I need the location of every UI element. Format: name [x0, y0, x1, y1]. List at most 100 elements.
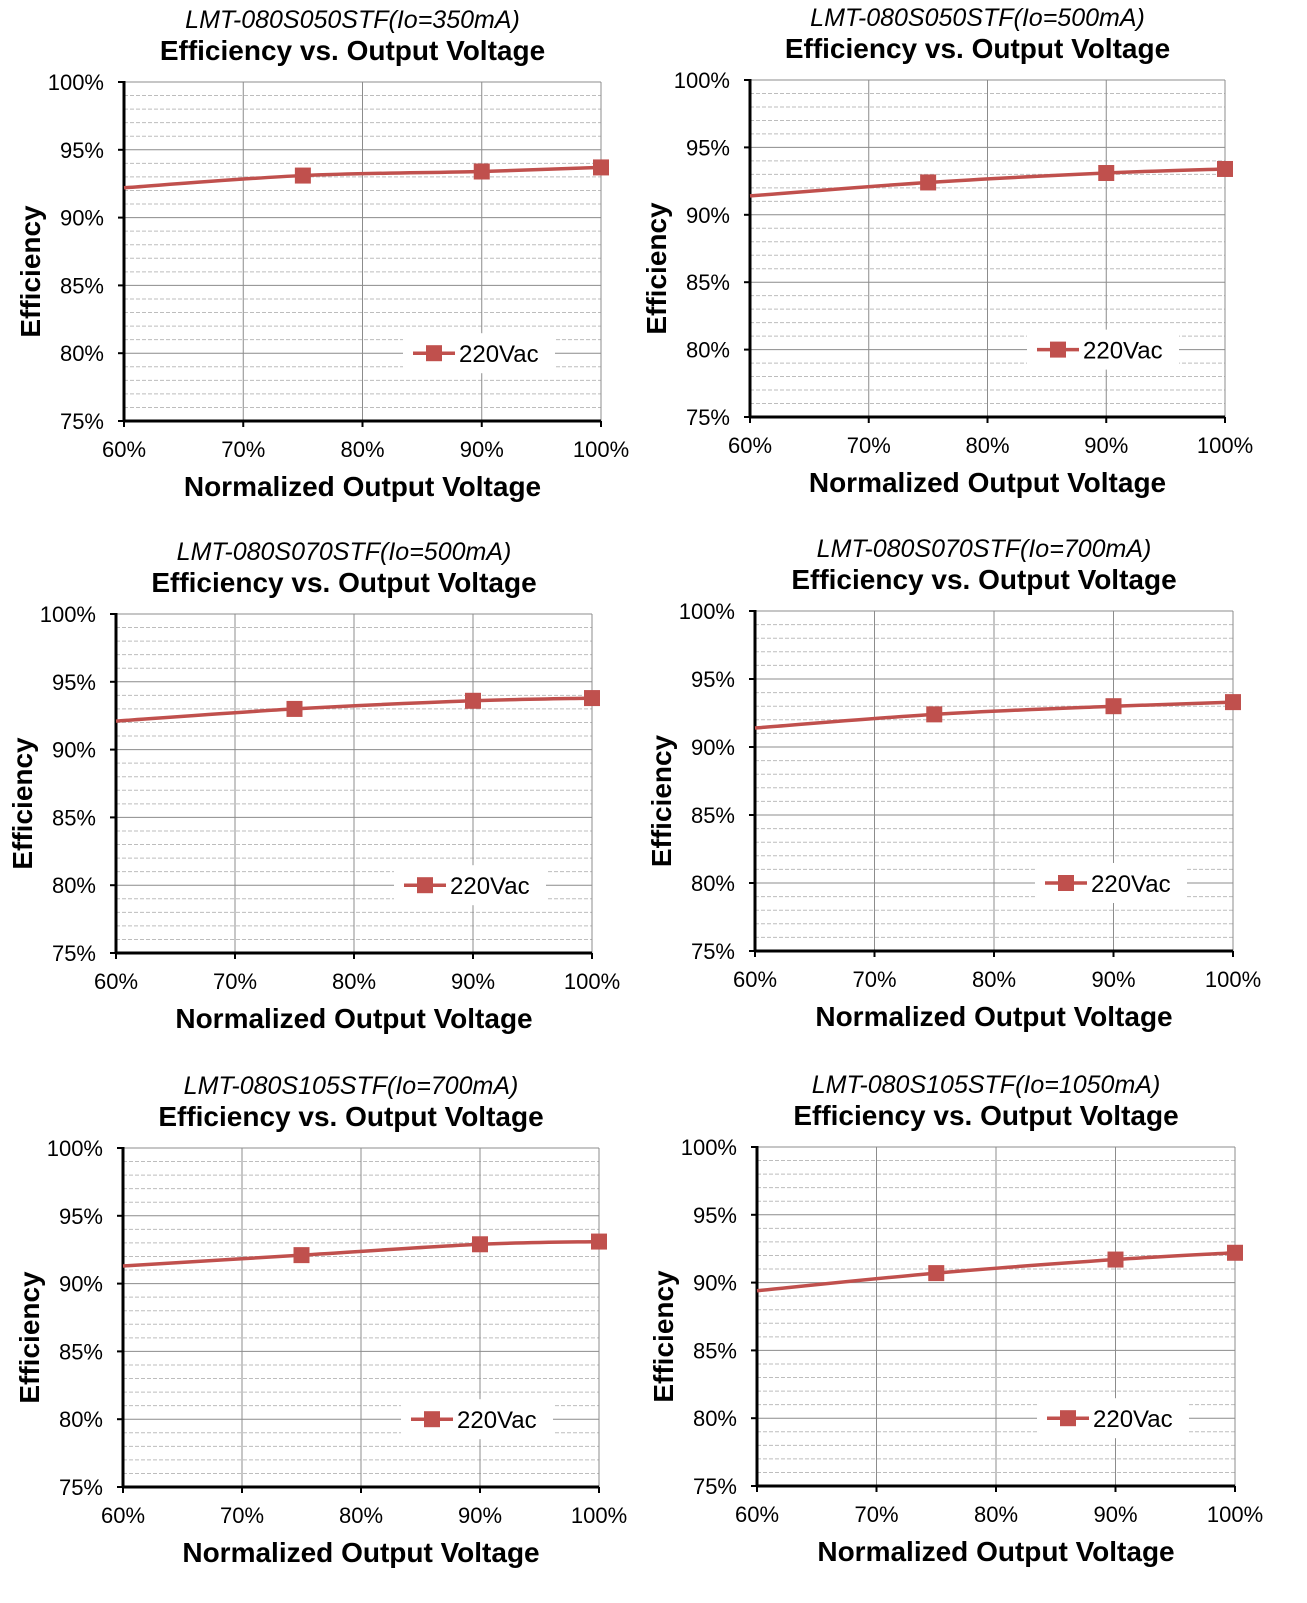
- chart-panel-3: 75% 80% 85% 90% 95% 100% 60% 70% 80% 90% 100% LMT-0…: [7, 538, 620, 1034]
- y-axis-title: Efficiency: [646, 734, 677, 867]
- chart-panel-6: 75% 80% 85% 90% 95% 100% 60% 70% 80% 90% 100% LMT-0…: [648, 1071, 1263, 1567]
- chart-subtitle: LMT-080S050STF(Io=500mA): [810, 4, 1145, 32]
- y-tick-label: 85%: [691, 803, 735, 828]
- y-tick-label: 100%: [681, 1135, 737, 1160]
- chart-subtitle: LMT-080S105STF(Io=700mA): [184, 1072, 519, 1100]
- chart-panel-1: 75% 80% 85% 90% 95% 100% 60% 70% 80% 90% 100% LMT-0…: [15, 6, 629, 502]
- x-tick-label: 90%: [1091, 967, 1135, 992]
- x-tick-label: 100%: [1207, 1502, 1263, 1527]
- series-line-1: [122, 1239, 600, 1268]
- data-point-marker: [1217, 160, 1233, 177]
- x-tick-label: 100%: [564, 969, 620, 994]
- x-tick-label: 90%: [460, 437, 504, 462]
- y-tick-label: 100%: [674, 68, 730, 93]
- chart-panel-5: 75% 80% 85% 90% 95% 100% 60% 70% 80% 90% 100% LMT-0…: [14, 1072, 627, 1568]
- y-tick-label: 100%: [679, 599, 735, 624]
- data-point-marker: [286, 700, 303, 717]
- legend-marker-swatch: [1050, 341, 1066, 358]
- y-tick-label: 80%: [59, 1407, 103, 1432]
- chart-title: Efficiency vs. Output Voltage: [158, 1101, 543, 1132]
- y-tick-label: 90%: [686, 203, 730, 228]
- data-point-marker: [920, 174, 937, 191]
- y-tick-label: 85%: [59, 1339, 103, 1364]
- x-tick-label: 70%: [220, 1503, 264, 1528]
- y-tick-label: 85%: [686, 270, 730, 295]
- data-point-marker: [584, 690, 600, 707]
- x-axis-title: Normalized Output Voltage: [809, 467, 1166, 498]
- y-tick-label: 80%: [686, 338, 730, 363]
- legend-marker-swatch: [417, 877, 433, 894]
- y-tick-label: 95%: [59, 1204, 103, 1229]
- x-tick-label: 70%: [213, 969, 257, 994]
- chart-panel-2: 75% 80% 85% 90% 95% 100% 60% 70% 80% 90% 100% LMT-0…: [641, 4, 1253, 498]
- y-tick-label: 85%: [60, 273, 104, 298]
- x-tick-label: 70%: [852, 967, 896, 992]
- legend-label: 220Vac: [450, 873, 530, 900]
- y-tick-label: 95%: [686, 135, 730, 160]
- y-tick-label: 85%: [52, 805, 96, 830]
- y-tick-label: 90%: [691, 735, 735, 760]
- y-axis-title: Efficiency: [648, 1270, 679, 1403]
- data-point-marker: [472, 1236, 488, 1253]
- legend-label: 220Vac: [1091, 871, 1171, 898]
- x-tick-label: 60%: [733, 967, 777, 992]
- y-tick-label: 100%: [47, 1136, 103, 1161]
- x-tick-label: 100%: [573, 437, 629, 462]
- x-tick-label: 100%: [1197, 433, 1253, 458]
- legend-marker-swatch: [1058, 875, 1074, 891]
- y-tick-label: 95%: [691, 667, 735, 692]
- series-line-1: [123, 165, 602, 190]
- chart-subtitle: LMT-080S070STF(Io=700mA): [817, 535, 1152, 563]
- chart-title: Efficiency vs. Output Voltage: [151, 567, 536, 598]
- data-point-marker: [473, 163, 490, 180]
- y-axis-title: Efficiency: [7, 737, 38, 870]
- data-point-marker: [591, 1233, 607, 1250]
- legend-marker-swatch: [1060, 1410, 1076, 1427]
- chart-title: Efficiency vs. Output Voltage: [785, 33, 1170, 64]
- x-tick-label: 70%: [854, 1502, 898, 1527]
- x-axis-title: Normalized Output Voltage: [817, 1536, 1174, 1567]
- y-tick-label: 75%: [693, 1474, 737, 1499]
- legend-label: 220Vac: [457, 1407, 537, 1434]
- series-line-1: [749, 167, 1226, 198]
- series-line-1: [756, 1251, 1236, 1293]
- x-tick-label: 60%: [735, 1502, 779, 1527]
- y-tick-label: 75%: [52, 941, 96, 966]
- legend-label: 220Vac: [1093, 1406, 1173, 1433]
- data-point-marker: [928, 1265, 945, 1282]
- legend-label: 220Vac: [459, 341, 539, 368]
- x-tick-label: 70%: [847, 433, 891, 458]
- chart-title: Efficiency vs. Output Voltage: [160, 35, 545, 66]
- legend-label: 220Vac: [1083, 338, 1163, 365]
- chart-panel-4: 75% 80% 85% 90% 95% 100% 60% 70% 80% 90% 100% LMT-0…: [646, 535, 1261, 1032]
- data-point-marker: [1105, 698, 1122, 715]
- y-tick-label: 75%: [691, 939, 735, 964]
- y-tick-label: 75%: [60, 409, 104, 434]
- x-tick-label: 90%: [1084, 433, 1128, 458]
- x-tick-label: 60%: [728, 433, 772, 458]
- y-tick-label: 90%: [59, 1272, 103, 1297]
- y-tick-label: 80%: [691, 871, 735, 896]
- y-tick-label: 75%: [686, 405, 730, 430]
- x-tick-label: 70%: [221, 437, 265, 462]
- x-axis-title: Normalized Output Voltage: [175, 1003, 532, 1034]
- x-tick-label: 90%: [451, 969, 495, 994]
- data-point-marker: [1098, 165, 1115, 182]
- chart-subtitle: LMT-080S105STF(Io=1050mA): [812, 1071, 1161, 1099]
- y-tick-label: 95%: [52, 670, 96, 695]
- x-tick-label: 80%: [339, 1503, 383, 1528]
- y-tick-label: 80%: [60, 341, 104, 366]
- y-tick-label: 80%: [693, 1406, 737, 1431]
- x-tick-label: 60%: [101, 1503, 145, 1528]
- y-axis-title: Efficiency: [14, 1271, 45, 1404]
- data-point-marker: [1225, 694, 1241, 711]
- y-tick-label: 95%: [693, 1203, 737, 1228]
- x-tick-label: 60%: [102, 437, 146, 462]
- y-tick-label: 75%: [59, 1475, 103, 1500]
- legend-marker-swatch: [426, 345, 442, 362]
- x-tick-label: 90%: [458, 1503, 502, 1528]
- x-tick-label: 80%: [965, 433, 1009, 458]
- y-tick-label: 90%: [693, 1271, 737, 1296]
